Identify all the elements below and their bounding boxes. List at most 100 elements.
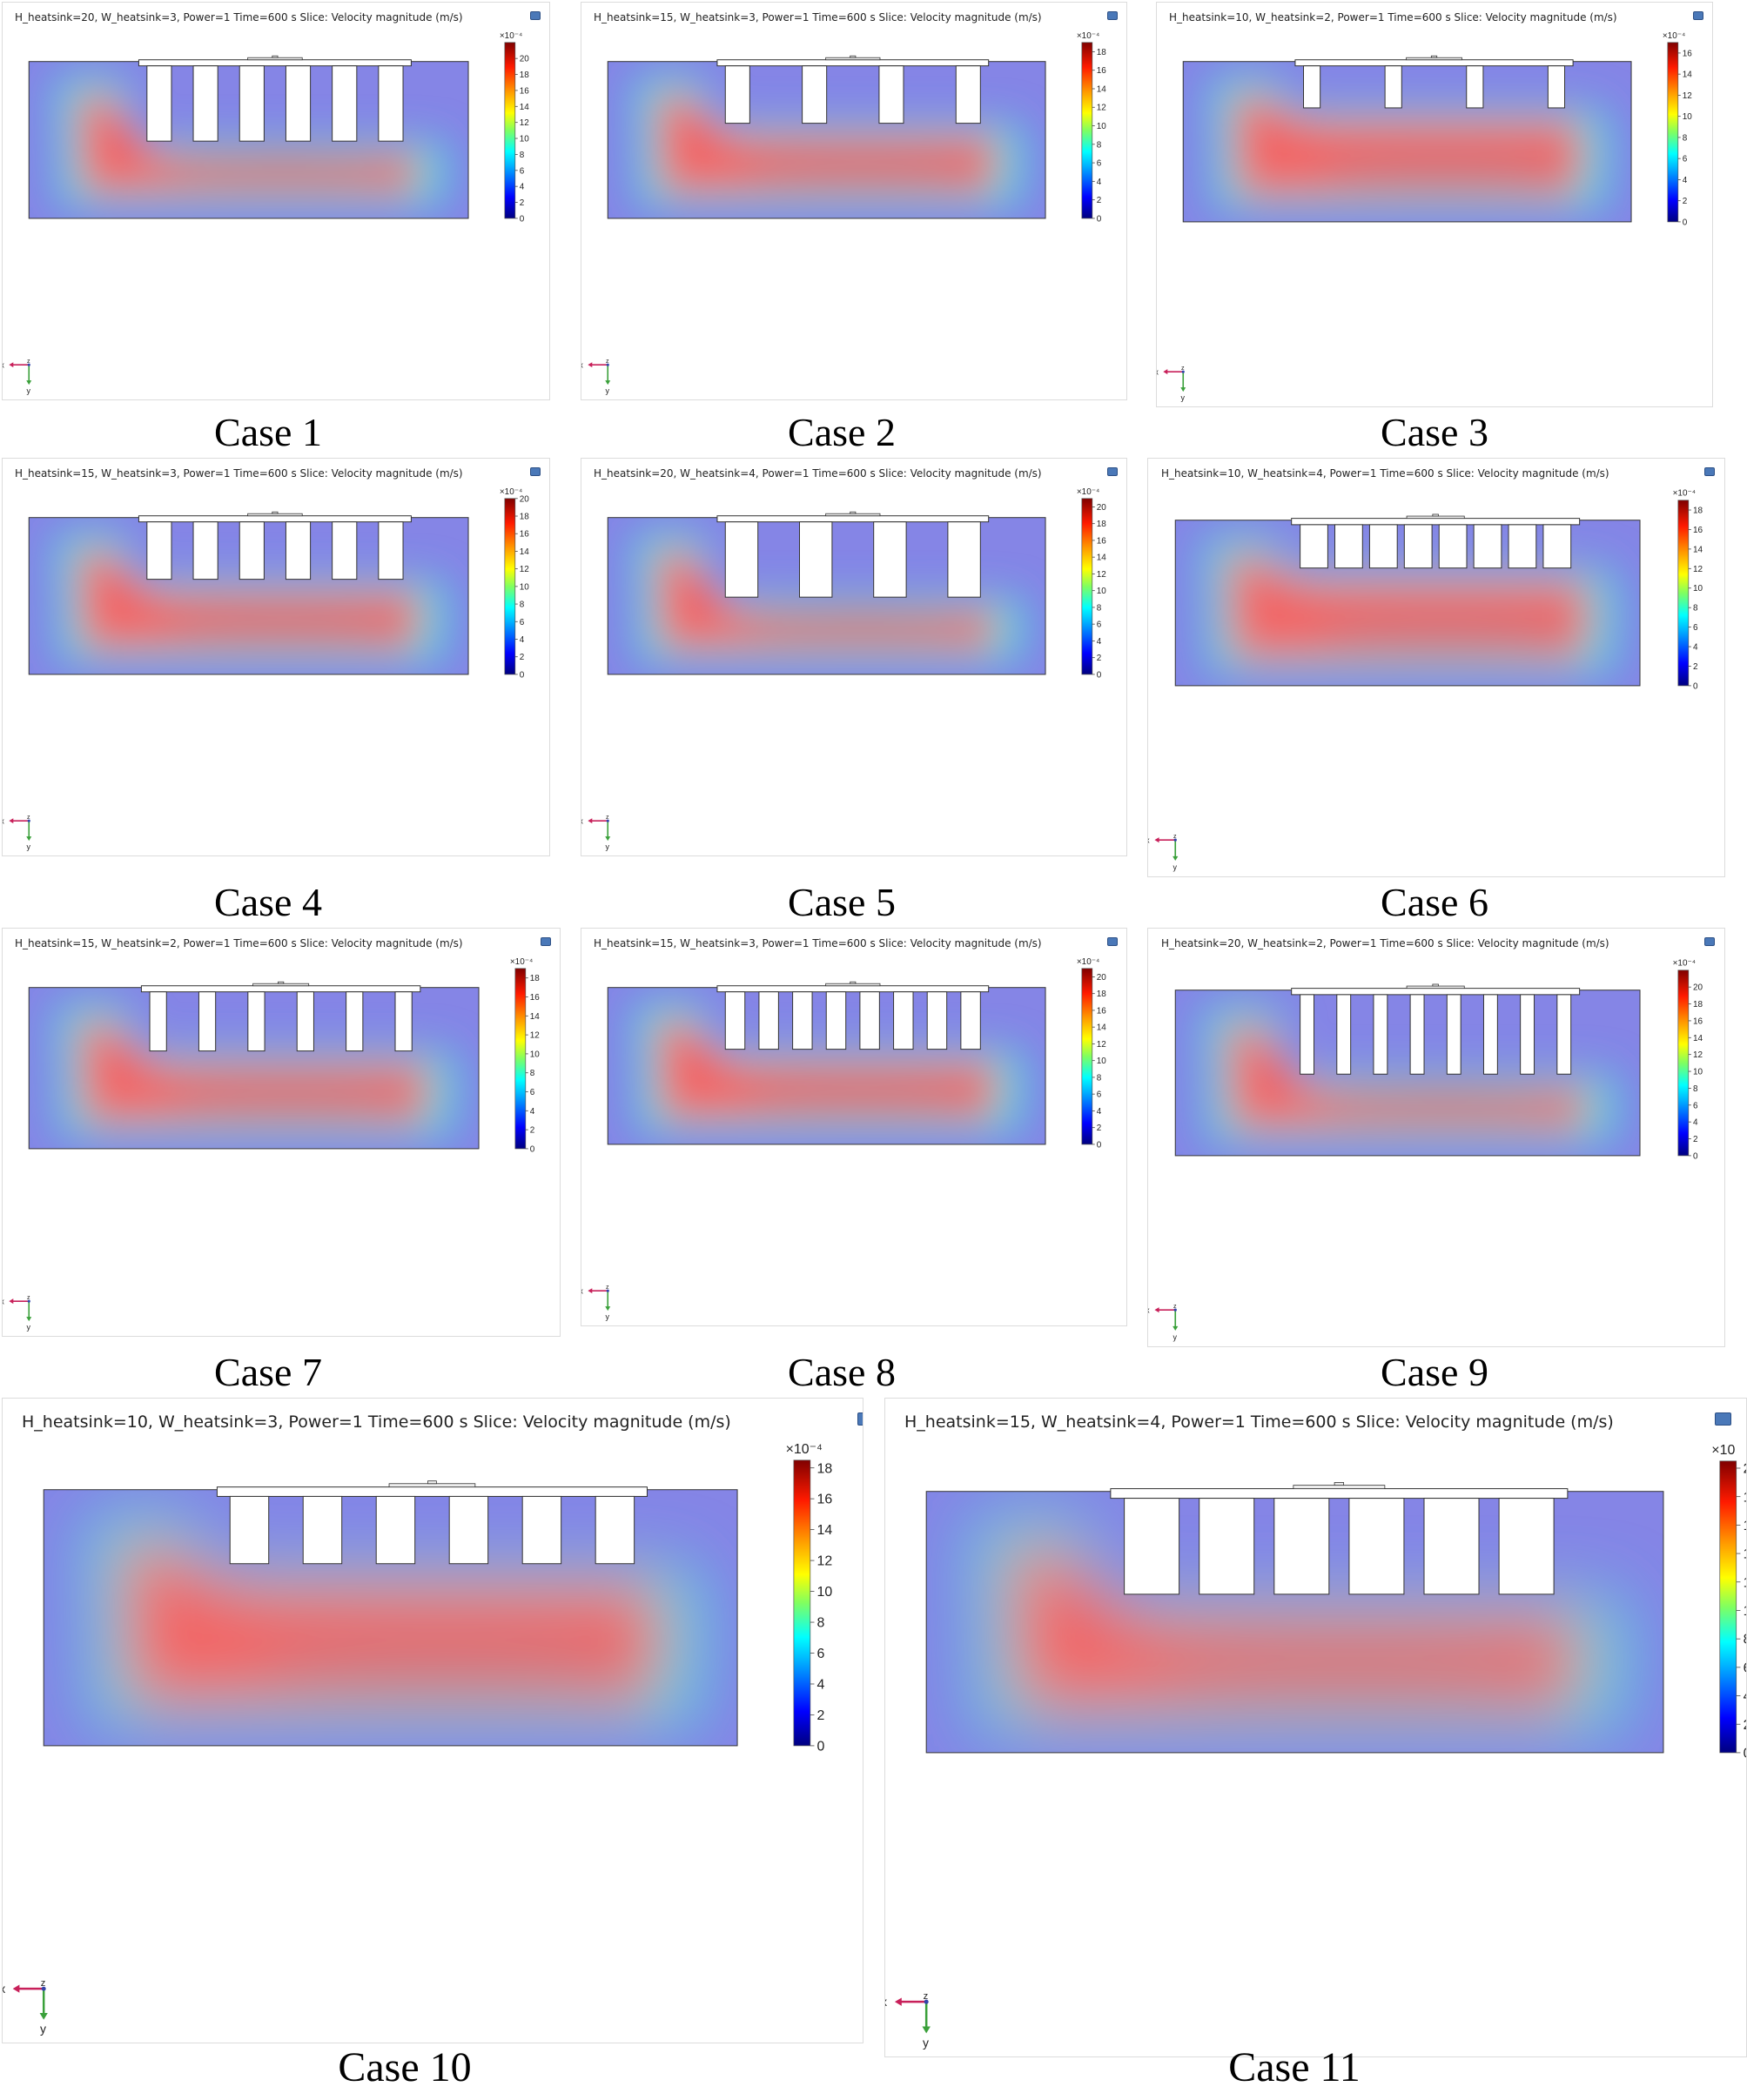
colorbar-tick-label: 2 (1693, 1135, 1698, 1144)
colorbar-tick-label: 8 (1693, 1084, 1698, 1094)
colorbar-tick-label: 0 (530, 1144, 535, 1154)
info-icon[interactable] (541, 937, 551, 946)
heatsink-fin (893, 991, 914, 1050)
case-caption: Case 5 (788, 880, 896, 924)
colorbar-tick-label: 8 (1097, 140, 1102, 150)
info-icon[interactable] (1693, 11, 1703, 20)
info-icon[interactable] (530, 467, 541, 476)
info-icon[interactable] (1715, 1412, 1731, 1426)
colorbar-tick-label: 8 (817, 1616, 825, 1631)
heatsink-fin (285, 65, 312, 142)
heatsink (716, 981, 990, 1050)
colorbar-tick-label: 0 (520, 214, 525, 224)
case-caption: Case 3 (1381, 410, 1488, 454)
colorbar-tick-label: 0 (1693, 1151, 1698, 1161)
heatsink-fin (873, 521, 907, 598)
colorbar-tick-label: 20 (1744, 1462, 1746, 1477)
axis-triad: x y z (1148, 1303, 1179, 1341)
heatsink-fin (724, 521, 759, 598)
simulation-panel-1: H_heatsink=20, W_heatsink=3, Power=1 Tim… (2, 2, 550, 400)
colorbar-tick-label: 6 (1693, 1101, 1698, 1110)
colorbar-tick-label: 2 (520, 198, 525, 208)
heatsink-fin (375, 1495, 416, 1565)
colorbar-tick-label: 12 (817, 1554, 833, 1569)
heatsink-fin (1438, 524, 1468, 569)
colorbar-tick-label: 14 (530, 1012, 541, 1022)
panel-title: H_heatsink=10, W_heatsink=2, Power=1 Tim… (1169, 11, 1617, 23)
colorbar-tick-label: 2 (1693, 662, 1698, 672)
colorbar-tick-label: 16 (1097, 536, 1107, 546)
colorbar-multiplier: ×10⁻⁴ (1673, 489, 1696, 499)
colorbar-tick-label: 14 (1097, 84, 1107, 94)
colorbar-tick-label: 4 (520, 635, 525, 645)
colorbar-tick-label: 4 (520, 183, 525, 192)
info-icon[interactable] (1704, 937, 1715, 946)
axis-y-label: y (27, 386, 31, 395)
heatsink-fin (1300, 994, 1315, 1075)
info-icon[interactable] (857, 1412, 863, 1426)
info-icon[interactable] (1107, 11, 1118, 20)
case-caption: Case 9 (1381, 1350, 1488, 1394)
velocity-field (1210, 74, 1610, 211)
info-icon[interactable] (1107, 937, 1118, 946)
heatsink-fin (229, 1495, 270, 1565)
velocity-plot: 0 2 4 6 8 10 12 14 16 18 ×10⁻⁴ x y z (3, 1442, 833, 2036)
colorbar-tick-label: 2 (1097, 1124, 1102, 1133)
heatsink (1294, 55, 1574, 109)
info-icon[interactable] (1704, 467, 1715, 476)
heatsink-fin (595, 1495, 635, 1565)
heatsink-fin (1409, 994, 1425, 1075)
colorbar-tick-label: 18 (1097, 48, 1107, 57)
heatsink-fin (1547, 65, 1566, 109)
velocity-plot: 0 2 4 6 8 10 12 14 16 ×10⁻⁴ x y z (1157, 31, 1692, 402)
info-icon[interactable] (1107, 467, 1118, 476)
colorbar-tick-label: 14 (1693, 1034, 1703, 1043)
colorbar-tick-label: 10 (530, 1050, 541, 1059)
case-caption: Case 4 (214, 880, 322, 924)
simulation-panel-10: H_heatsink=10, W_heatsink=3, Power=1 Tim… (2, 1398, 863, 2043)
axis-z-label: z (27, 814, 30, 821)
heatsink-fin (926, 991, 948, 1050)
colorbar-tick-label: 8 (1693, 604, 1698, 614)
axis-z-label: z (606, 358, 609, 365)
heatsink-fin (1300, 524, 1328, 569)
heatsink-fin (394, 991, 413, 1052)
heatsink-fin (1508, 524, 1537, 569)
panel-title: H_heatsink=20, W_heatsink=2, Power=1 Tim… (1161, 937, 1609, 949)
panel-title: H_heatsink=15, W_heatsink=3, Power=1 Tim… (594, 937, 1042, 949)
colorbar-multiplier: ×10⁻⁴ (1663, 31, 1685, 41)
colorbar-tick-label: 14 (817, 1523, 833, 1538)
axis-triad: x y z (885, 1991, 931, 2050)
velocity-plot: 0 2 4 6 8 10 12 14 16 18 20 ×10⁻⁴ x y z (1148, 959, 1703, 1342)
colorbar-tick-label: 18 (1693, 507, 1703, 516)
case-caption: Case 8 (788, 1350, 896, 1394)
colorbar-tick-label: 14 (1097, 1023, 1107, 1033)
colorbar-tick-label: 6 (1683, 155, 1688, 164)
colorbar-tick-label: 10 (1097, 587, 1107, 596)
colorbar-tick-label: 0 (1097, 214, 1102, 224)
colorbar-tick-label: 14 (1744, 1547, 1746, 1562)
heatsink-fin (448, 1495, 489, 1565)
info-icon[interactable] (530, 11, 541, 20)
heatsink-fin (1498, 1498, 1555, 1595)
colorbar-tick-label: 10 (817, 1585, 833, 1600)
colorbar-tick-label: 4 (1744, 1689, 1746, 1704)
axis-triad: x y z (581, 1284, 611, 1321)
colorbar-tick-label: 16 (520, 530, 530, 540)
colorbar-tick-label: 12 (1097, 570, 1107, 580)
heatsink-fin (1466, 65, 1484, 109)
colorbar-tick-label: 10 (1693, 1068, 1703, 1077)
axis-triad: x y z (3, 814, 32, 851)
simulation-panel-8: H_heatsink=15, W_heatsink=3, Power=1 Tim… (581, 928, 1127, 1326)
colorbar-tick-label: 4 (1683, 176, 1688, 185)
heatsink-fin (1520, 994, 1535, 1075)
heatsink-fin (239, 521, 265, 580)
axis-x-label: x (3, 360, 4, 369)
axis-z-label: z (1173, 1303, 1177, 1310)
colorbar-tick-label: 2 (1744, 1718, 1746, 1733)
colorbar-tick-label: 4 (1693, 1118, 1698, 1128)
